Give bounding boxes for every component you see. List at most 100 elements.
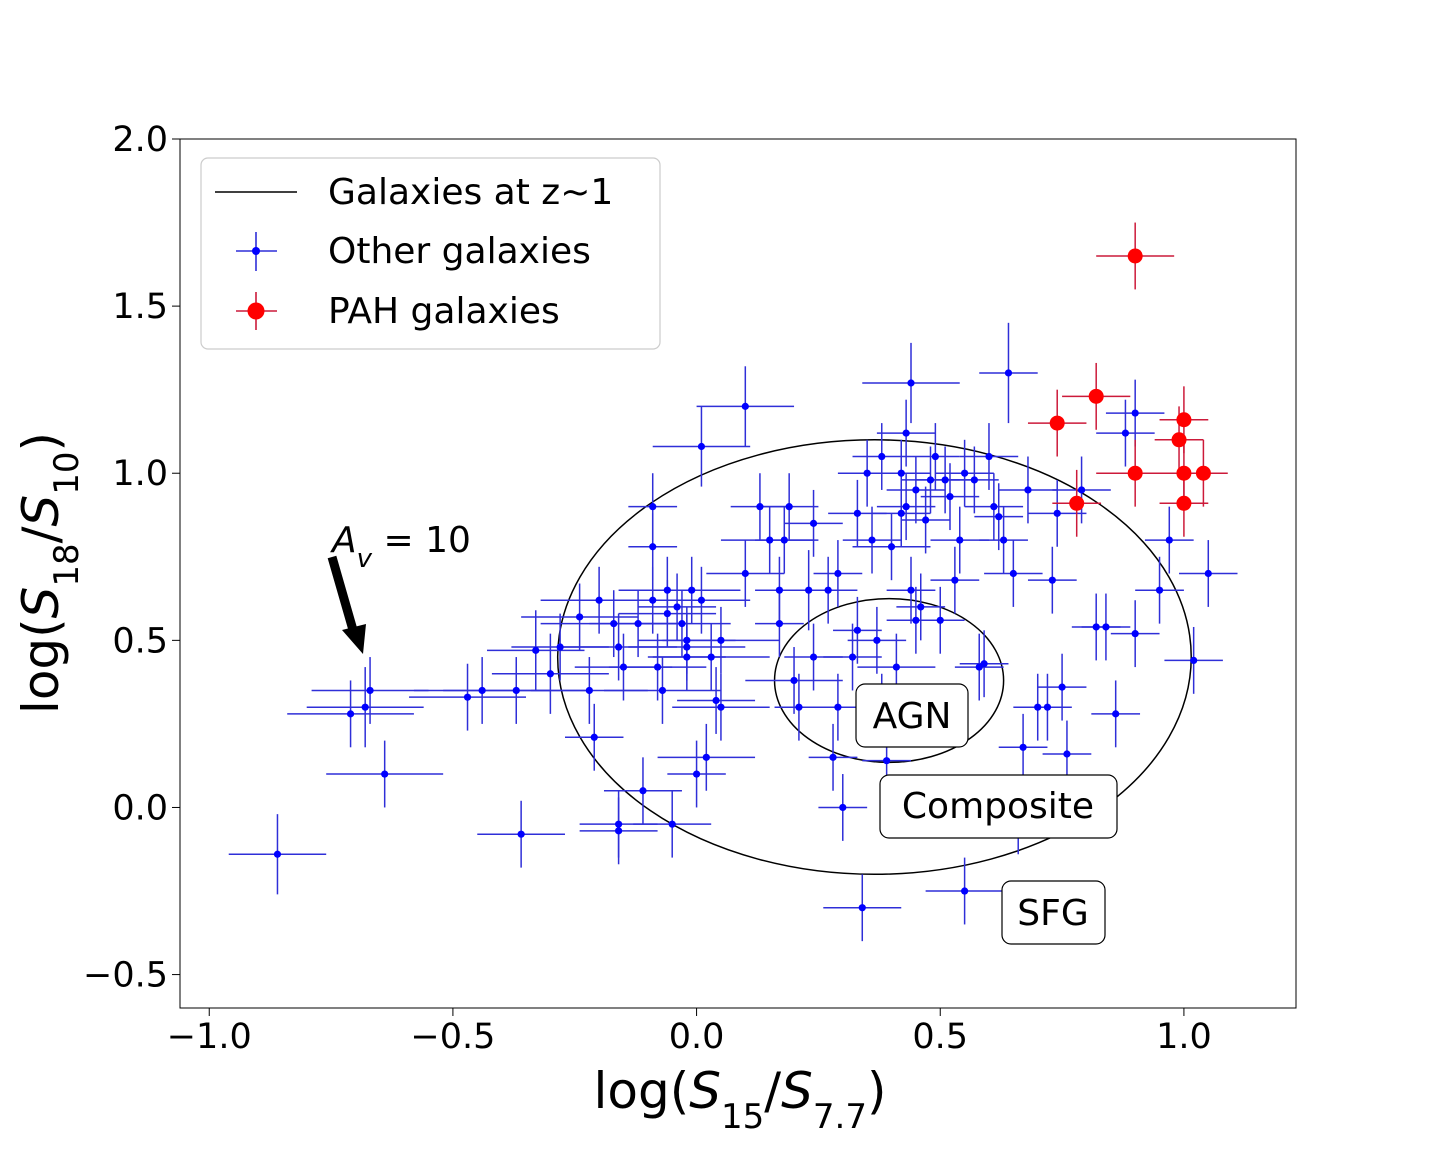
point-other — [615, 820, 623, 828]
legend-item-pah-galaxies: PAH galaxies — [236, 291, 560, 332]
y-tick-label: 0.5 — [112, 621, 168, 661]
x-tick-label: 1.0 — [1156, 1017, 1212, 1057]
point-other — [1043, 703, 1052, 711]
svg-text:SFG: SFG — [1017, 893, 1088, 934]
legend: Galaxies at z~1 Other galaxies PAH galax… — [200, 157, 661, 350]
point-other — [834, 703, 842, 711]
point-other — [683, 643, 691, 651]
point-other — [1165, 536, 1173, 544]
point-other — [361, 703, 369, 711]
y-tick-label: −0.5 — [83, 956, 168, 996]
point-other — [639, 787, 647, 795]
point-other — [775, 586, 784, 594]
point-other — [926, 476, 935, 484]
point-other — [741, 402, 749, 410]
point-other — [936, 616, 944, 624]
x-tick-label: −1.0 — [167, 1017, 252, 1057]
point-other — [663, 586, 671, 594]
point-other — [897, 469, 905, 477]
region-labels: AGN Composite SFG — [855, 683, 1118, 945]
point-other — [712, 696, 720, 705]
region-label-sfg: SFG — [1001, 880, 1106, 945]
point-other — [1053, 509, 1061, 517]
point-other — [1009, 569, 1017, 578]
point-other — [532, 646, 540, 654]
point-other — [517, 830, 525, 838]
y-tick-label: 2.0 — [112, 120, 168, 160]
point-other — [766, 536, 774, 544]
point-other — [653, 663, 662, 671]
point-other — [980, 660, 988, 668]
point-other — [576, 613, 584, 621]
point-other — [805, 586, 813, 594]
point-other — [1058, 683, 1066, 691]
point-other — [839, 803, 847, 812]
point-other — [615, 643, 623, 651]
point-layer — [273, 248, 1212, 912]
point-other — [775, 620, 784, 628]
point-other — [878, 452, 886, 461]
region-label-composite: Composite — [879, 774, 1118, 839]
point-pah — [1088, 388, 1104, 404]
point-other — [922, 516, 930, 524]
point-other — [1034, 703, 1042, 711]
point-other — [887, 543, 896, 551]
point-other — [1077, 486, 1086, 494]
point-other — [678, 620, 686, 628]
point-pah — [1176, 495, 1192, 511]
point-other — [824, 586, 832, 594]
point-other — [381, 770, 389, 778]
point-pah — [1176, 412, 1192, 428]
point-other — [951, 576, 959, 584]
point-other — [512, 686, 520, 695]
svg-text:Other galaxies: Other galaxies — [328, 231, 591, 272]
point-pah — [1195, 465, 1211, 481]
point-other — [985, 452, 993, 461]
point-other — [809, 519, 818, 527]
point-pah — [1171, 432, 1187, 448]
point-other — [858, 904, 866, 912]
point-other — [649, 503, 657, 511]
extinction-label: Av = 10 — [330, 520, 471, 574]
point-other — [1092, 623, 1100, 631]
point-other — [595, 596, 603, 604]
point-other — [1121, 429, 1130, 437]
point-other — [692, 770, 701, 778]
point-other — [1204, 569, 1212, 578]
point-other — [795, 703, 803, 711]
point-other — [868, 536, 876, 544]
point-other — [273, 850, 282, 858]
point-other — [1155, 586, 1164, 594]
svg-text:Composite: Composite — [902, 786, 1094, 827]
point-other — [907, 379, 915, 387]
region-label-agn: AGN — [855, 683, 969, 748]
point-other — [1112, 710, 1120, 718]
point-other — [848, 653, 857, 661]
point-pah — [1127, 465, 1143, 481]
point-other — [346, 710, 355, 718]
point-other — [556, 643, 564, 651]
point-other — [673, 603, 681, 611]
x-tick-label: −0.5 — [410, 1017, 495, 1057]
extinction-arrow — [327, 555, 366, 654]
point-other — [902, 503, 910, 511]
point-other — [478, 686, 486, 695]
point-other — [829, 753, 837, 761]
point-other — [902, 429, 910, 437]
point-other — [946, 493, 954, 501]
x-tick-label: 0.0 — [669, 1017, 725, 1057]
point-other — [702, 753, 710, 761]
point-other — [790, 676, 798, 685]
point-other — [366, 686, 374, 695]
point-other — [1131, 409, 1139, 417]
point-other — [668, 820, 676, 828]
point-other — [1024, 486, 1032, 494]
point-other — [756, 503, 764, 511]
point-other — [610, 620, 618, 628]
point-other — [912, 616, 920, 624]
y-tick-label: 1.0 — [112, 454, 168, 494]
point-other — [961, 469, 969, 477]
point-other — [941, 476, 949, 484]
point-other — [897, 509, 905, 517]
